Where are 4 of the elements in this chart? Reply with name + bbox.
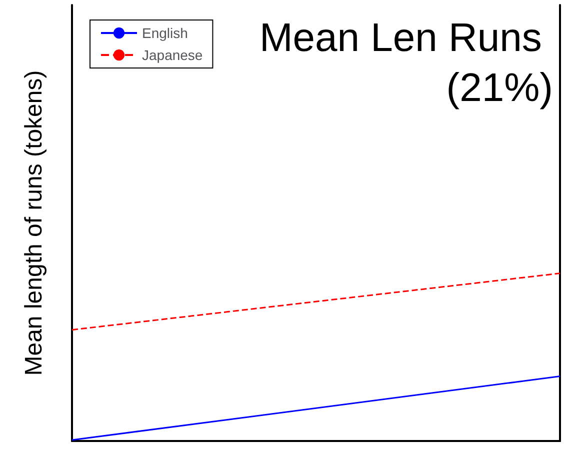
- chart-title: Mean Len Runs (21%): [259, 16, 553, 110]
- legend-label: Japanese: [142, 47, 203, 63]
- y-axis-title: Mean length of runs (tokens): [20, 70, 48, 376]
- legend-label: English: [142, 25, 188, 41]
